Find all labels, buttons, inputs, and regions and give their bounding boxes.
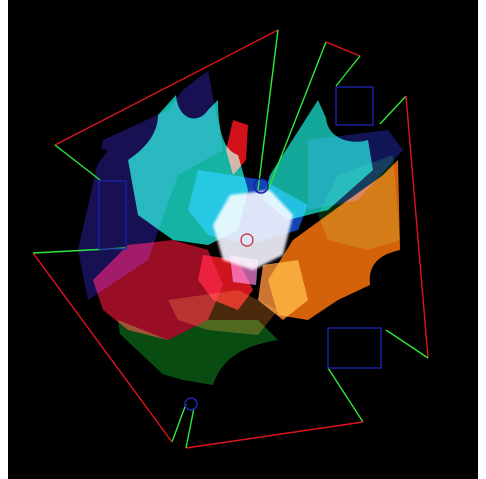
wall-segment-green <box>379 95 407 125</box>
slot-box-bottom-right[interactable] <box>327 327 382 369</box>
wall-segment-green <box>267 41 327 191</box>
game-viewport[interactable] <box>8 0 478 479</box>
wall-segment-green <box>257 29 279 191</box>
wall-segment-green <box>327 367 364 423</box>
wall-segment-green <box>335 55 361 87</box>
wall-segment-red <box>405 95 429 359</box>
wall-segment-green <box>171 403 187 443</box>
wall-segment-red <box>54 29 279 146</box>
light-region-brown <box>168 290 278 335</box>
wall-segment-red <box>325 41 361 57</box>
light-regions <box>78 70 403 385</box>
slot-box-top-right[interactable] <box>335 86 374 126</box>
room-walls <box>32 29 429 449</box>
wall-segment-red <box>32 252 173 443</box>
light-region-white <box>213 190 293 270</box>
light-puzzle-scene[interactable] <box>8 0 478 479</box>
sockets <box>184 178 269 411</box>
wall-segment-red <box>185 421 364 449</box>
socket-bottom[interactable] <box>184 397 198 411</box>
wall-segment-green <box>54 144 101 181</box>
light-source-pivot[interactable] <box>240 233 254 247</box>
light-region-green <box>118 320 278 385</box>
slot-box-left[interactable] <box>98 180 127 250</box>
slot-boxes <box>98 86 382 369</box>
light-region-red <box>226 120 248 175</box>
wall-segment-green <box>185 407 195 449</box>
light-region-orange <box>258 260 308 320</box>
light-region-pink <box>230 255 258 285</box>
wall-segment-green <box>385 329 429 359</box>
socket-top[interactable] <box>253 178 269 194</box>
light-region-green <box>318 155 400 250</box>
